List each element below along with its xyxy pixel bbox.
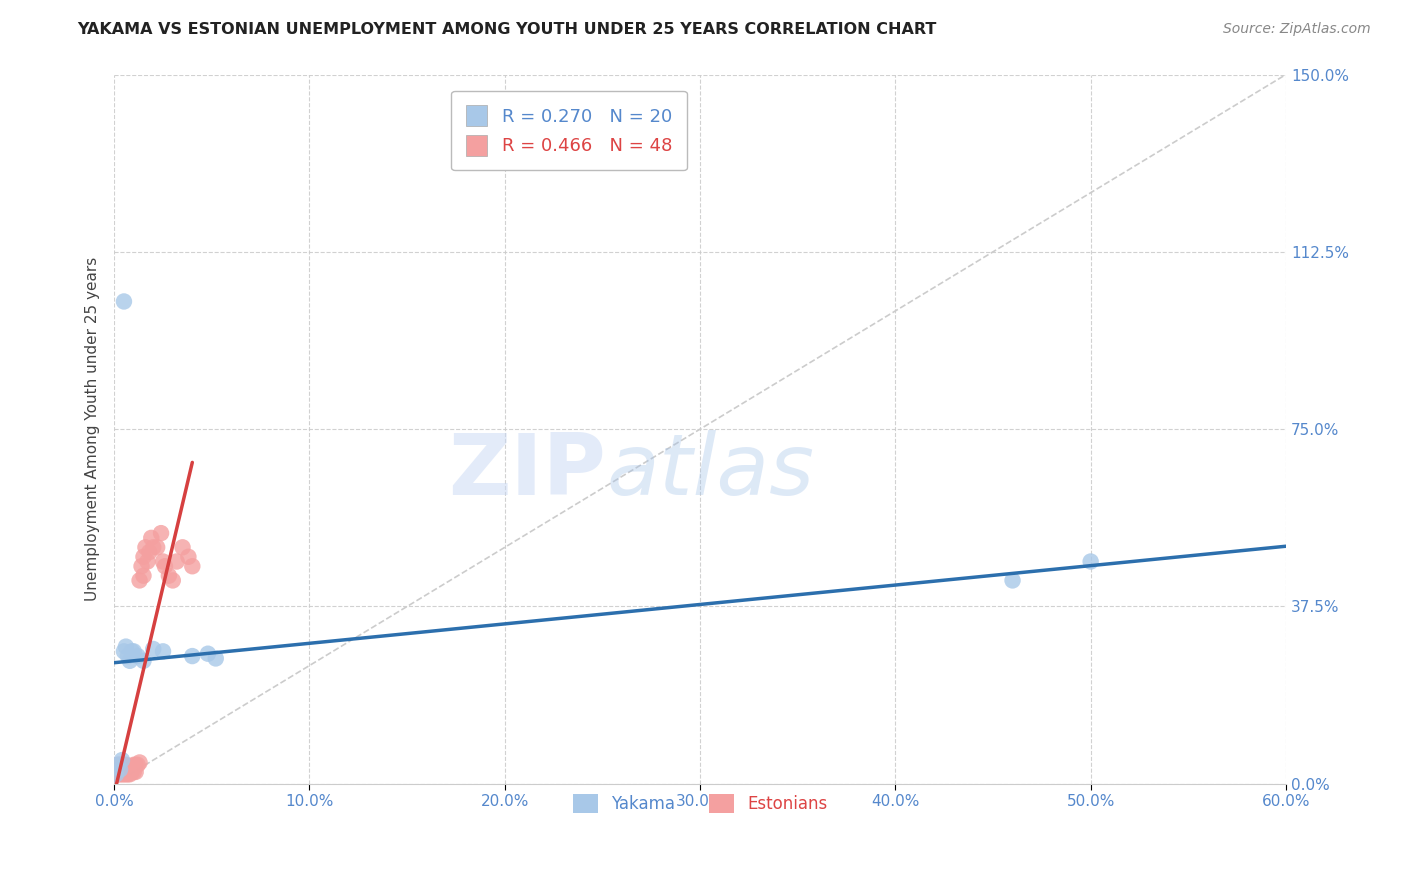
- Point: [132, 654, 155, 668]
- Point: [111, 767, 134, 781]
- Point: [115, 767, 138, 781]
- Point: [136, 554, 159, 568]
- Point: [118, 760, 141, 774]
- Point: [134, 541, 156, 555]
- Point: [1080, 554, 1102, 568]
- Point: [108, 767, 131, 781]
- Point: [157, 568, 180, 582]
- Point: [1001, 574, 1024, 588]
- Text: YAKAMA VS ESTONIAN UNEMPLOYMENT AMONG YOUTH UNDER 25 YEARS CORRELATION CHART: YAKAMA VS ESTONIAN UNEMPLOYMENT AMONG YO…: [77, 22, 936, 37]
- Point: [115, 640, 138, 654]
- Point: [204, 651, 226, 665]
- Point: [197, 647, 219, 661]
- Point: [111, 757, 134, 772]
- Point: [132, 549, 155, 564]
- Point: [132, 568, 155, 582]
- Point: [105, 767, 128, 781]
- Point: [181, 559, 204, 574]
- Point: [128, 574, 150, 588]
- Point: [115, 757, 138, 772]
- Point: [112, 763, 135, 777]
- Point: [115, 763, 138, 777]
- Point: [131, 559, 153, 574]
- Point: [121, 644, 143, 658]
- Point: [108, 757, 131, 772]
- Point: [166, 554, 188, 568]
- Point: [162, 574, 184, 588]
- Point: [138, 545, 160, 559]
- Point: [107, 757, 129, 772]
- Point: [118, 767, 141, 781]
- Point: [117, 767, 139, 781]
- Point: [122, 644, 145, 658]
- Text: ZIP: ZIP: [449, 430, 606, 513]
- Point: [150, 526, 173, 541]
- Text: atlas: atlas: [606, 430, 814, 513]
- Point: [112, 644, 135, 658]
- Point: [177, 549, 200, 564]
- Point: [117, 763, 139, 777]
- Point: [111, 753, 134, 767]
- Text: Source: ZipAtlas.com: Source: ZipAtlas.com: [1223, 22, 1371, 37]
- Point: [181, 649, 204, 664]
- Point: [152, 554, 174, 568]
- Point: [128, 756, 150, 770]
- Point: [118, 654, 141, 668]
- Point: [122, 764, 145, 779]
- Point: [107, 767, 129, 781]
- Point: [146, 541, 169, 555]
- Point: [111, 763, 134, 777]
- Legend: Yakama, Estonians: Yakama, Estonians: [561, 782, 839, 825]
- Point: [141, 531, 163, 545]
- Point: [112, 757, 135, 772]
- Point: [142, 541, 165, 555]
- Point: [172, 541, 194, 555]
- Point: [153, 559, 176, 574]
- Point: [121, 764, 143, 779]
- Point: [124, 764, 146, 779]
- Y-axis label: Unemployment Among Youth under 25 years: Unemployment Among Youth under 25 years: [86, 257, 100, 601]
- Point: [152, 644, 174, 658]
- Point: [122, 757, 145, 772]
- Point: [107, 757, 129, 772]
- Point: [108, 763, 131, 777]
- Point: [105, 767, 128, 781]
- Point: [117, 649, 139, 664]
- Point: [127, 757, 149, 772]
- Point: [112, 294, 135, 309]
- Point: [124, 757, 146, 772]
- Point: [108, 763, 131, 777]
- Point: [142, 642, 165, 657]
- Point: [107, 763, 129, 777]
- Point: [112, 767, 135, 781]
- Point: [105, 763, 128, 777]
- Point: [121, 760, 143, 774]
- Point: [127, 649, 149, 664]
